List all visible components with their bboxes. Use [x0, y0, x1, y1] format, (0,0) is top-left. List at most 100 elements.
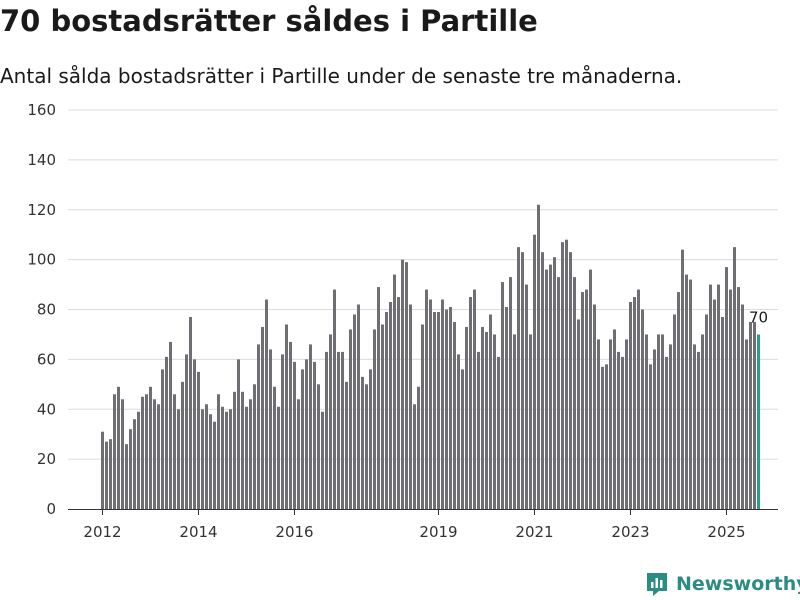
bar: [161, 369, 164, 509]
x-tick-label: 2012: [83, 523, 121, 541]
y-tick-label: 160: [27, 101, 56, 119]
brand-name: Newsworthy: [676, 573, 800, 595]
bar: [441, 299, 444, 509]
bar: [573, 277, 576, 509]
bar: [253, 384, 256, 509]
bar: [297, 399, 300, 509]
bar: [429, 299, 432, 509]
bar: [517, 247, 520, 509]
bar: [305, 359, 308, 509]
bar: [325, 351, 328, 509]
bar: [633, 297, 636, 509]
bar: [725, 267, 728, 509]
bar: [453, 321, 456, 509]
y-tick-label: 0: [46, 500, 56, 518]
bar: [205, 404, 208, 509]
bar: [201, 409, 204, 509]
bar: [349, 329, 352, 509]
bar: [101, 431, 104, 509]
x-axis: 2012 2014 2016 2019 2021 2023 2025: [68, 509, 778, 541]
bar: [289, 341, 292, 509]
newsworthy-logo-icon: [647, 573, 667, 596]
bar: [337, 351, 340, 509]
bar: [109, 439, 112, 509]
bar: [121, 399, 124, 509]
bar: [505, 307, 508, 509]
newsworthy-brand[interactable]: Newsworthy: [645, 569, 800, 599]
bar: [125, 444, 128, 509]
bar: [317, 384, 320, 509]
bar: [521, 252, 524, 510]
bar: [625, 339, 628, 509]
bar-latest: [757, 334, 760, 509]
bar: [117, 386, 120, 509]
x-tick-label: 2016: [275, 523, 313, 541]
bar: [357, 304, 360, 509]
bar: [697, 351, 700, 509]
bar: [153, 399, 156, 509]
bar: [425, 289, 428, 509]
bar: [209, 414, 212, 509]
bar: [649, 364, 652, 509]
bar: [621, 356, 624, 509]
bar: [657, 334, 660, 509]
bar: [309, 344, 312, 509]
bar: [237, 359, 240, 509]
bar: [637, 289, 640, 509]
bar: [241, 391, 244, 509]
x-tick-label: 2025: [707, 523, 745, 541]
bar: [221, 406, 224, 509]
bar: [477, 351, 480, 509]
bar: [677, 292, 680, 509]
bar: [249, 399, 252, 509]
chart-subtitle: Antal sålda bostadsrätter i Partille und…: [0, 64, 683, 88]
x-tick-label: 2014: [179, 523, 217, 541]
bar: [613, 329, 616, 509]
bar: [485, 331, 488, 509]
bar: [313, 361, 316, 509]
bar: [129, 429, 132, 509]
bar: [645, 334, 648, 509]
bar: [525, 284, 528, 509]
bar: [533, 234, 536, 509]
y-tick-label: 40: [37, 400, 56, 418]
bar: [701, 334, 704, 509]
y-tick-label: 60: [37, 350, 56, 368]
bar: [273, 386, 276, 509]
bar: [529, 334, 532, 509]
bar: [581, 292, 584, 509]
bar: [225, 411, 228, 509]
bar: [169, 341, 172, 509]
bar: [149, 386, 152, 509]
y-axis: 0 20 40 60 80 100 120 140 160: [27, 101, 56, 518]
bar: [513, 334, 516, 509]
bar: [509, 277, 512, 509]
x-tick-label: 2023: [611, 523, 649, 541]
bar: [741, 304, 744, 509]
bar: [653, 349, 656, 509]
chart-title: 70 bostadsrätter såldes i Partille: [0, 4, 538, 38]
bar: [245, 406, 248, 509]
bar: [465, 326, 468, 509]
bar: [385, 311, 388, 509]
bar: [577, 319, 580, 509]
bar: [177, 409, 180, 509]
bar: [193, 359, 196, 509]
bar: [373, 329, 376, 509]
bar: [681, 249, 684, 509]
bar: [145, 394, 148, 509]
bar: [445, 309, 448, 509]
bar: [345, 381, 348, 509]
bar: [185, 354, 188, 509]
bar: [449, 307, 452, 509]
bar: [601, 366, 604, 509]
bar: [133, 419, 136, 509]
bar: [733, 247, 736, 509]
bar: [457, 354, 460, 509]
bar: [269, 349, 272, 509]
y-tick-label: 20: [37, 450, 56, 468]
bar: [173, 394, 176, 509]
bar: [333, 289, 336, 509]
bar: [437, 311, 440, 509]
bar: [405, 262, 408, 509]
